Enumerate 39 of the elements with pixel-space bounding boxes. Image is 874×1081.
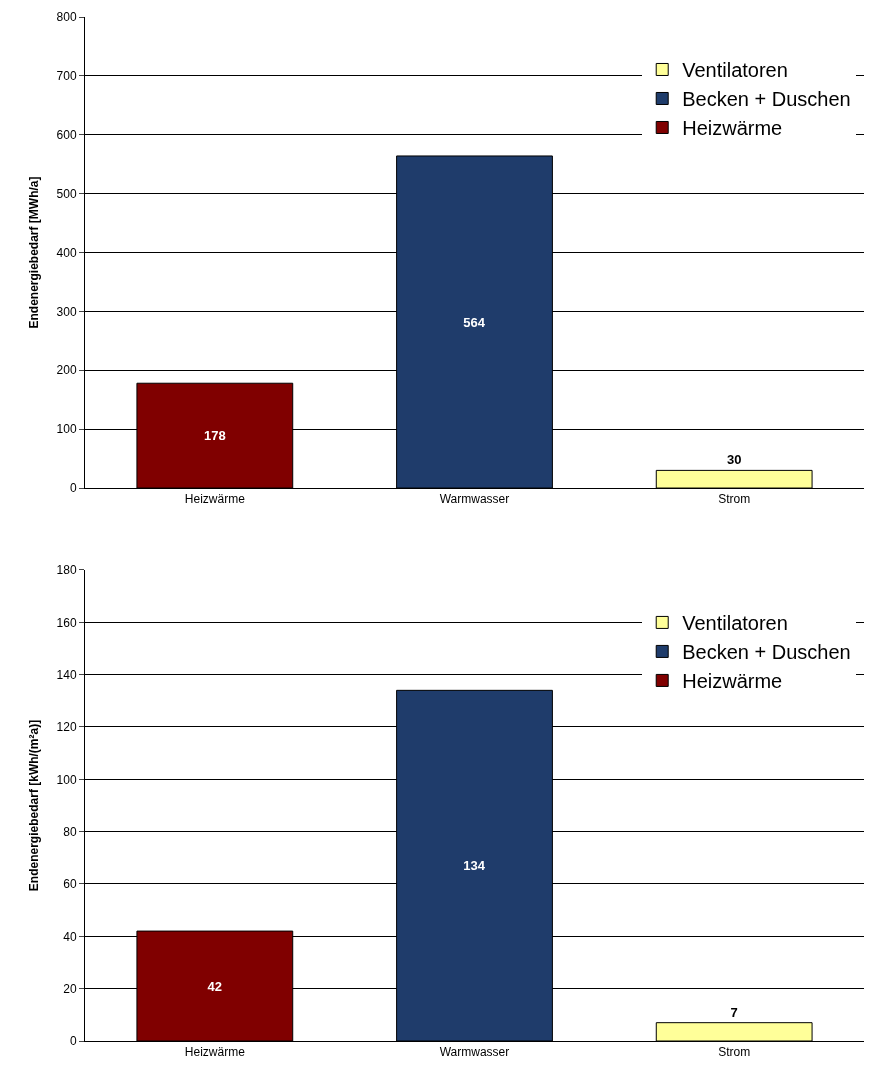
y-tick-label: 200 — [56, 363, 77, 378]
y-tick-label: 80 — [63, 824, 77, 839]
data-label: 134 — [463, 858, 486, 874]
y-tick-label: 300 — [56, 304, 77, 319]
y-tick-label: 0 — [69, 481, 77, 496]
y-tick-label: 60 — [63, 877, 77, 892]
data-label: 178 — [203, 428, 226, 444]
x-tick-label: Strom — [718, 1045, 751, 1060]
legend-label: Heizwärme — [682, 117, 783, 140]
legend-label: Ventilatoren — [682, 612, 788, 635]
x-tick-label: Heizwärme — [184, 1045, 246, 1060]
y-tick-label: 120 — [56, 720, 77, 735]
legend-label: Ventilatoren — [682, 59, 788, 82]
y-tick-label: 20 — [63, 981, 77, 996]
y-tick-label: 180 — [56, 563, 77, 578]
y-tick-label: 400 — [56, 245, 77, 260]
y-axis-title: Endenergiebedarf [kWh/(m²a)] — [26, 719, 41, 892]
data-label: 30 — [726, 452, 742, 468]
x-tick-label: Warmwasser — [439, 492, 510, 507]
y-tick-label: 100 — [56, 422, 77, 437]
y-tick-label: 160 — [56, 615, 77, 630]
y-tick-label: 0 — [69, 1034, 77, 1049]
x-tick-label: Strom — [718, 492, 751, 507]
y-tick-label: 700 — [56, 69, 77, 84]
y-tick-label: 40 — [63, 929, 77, 944]
legend-label: Becken + Duschen — [682, 641, 851, 664]
data-label: 564 — [463, 314, 486, 330]
y-tick-label: 100 — [56, 772, 77, 787]
y-tick-label: 140 — [56, 667, 77, 682]
y-tick-label: 500 — [56, 186, 77, 201]
legend-label: Heizwärme — [682, 670, 783, 693]
y-tick-label: 800 — [56, 10, 77, 25]
legend-label: Becken + Duschen — [682, 88, 851, 111]
x-tick-label: Warmwasser — [439, 1045, 510, 1060]
x-tick-label: Heizwärme — [184, 492, 246, 507]
y-axis-title: Endenergiebedarf [MWh/a] — [26, 176, 41, 329]
data-label: 7 — [730, 1004, 738, 1020]
y-tick-label: 600 — [56, 127, 77, 142]
data-label: 42 — [207, 978, 223, 994]
